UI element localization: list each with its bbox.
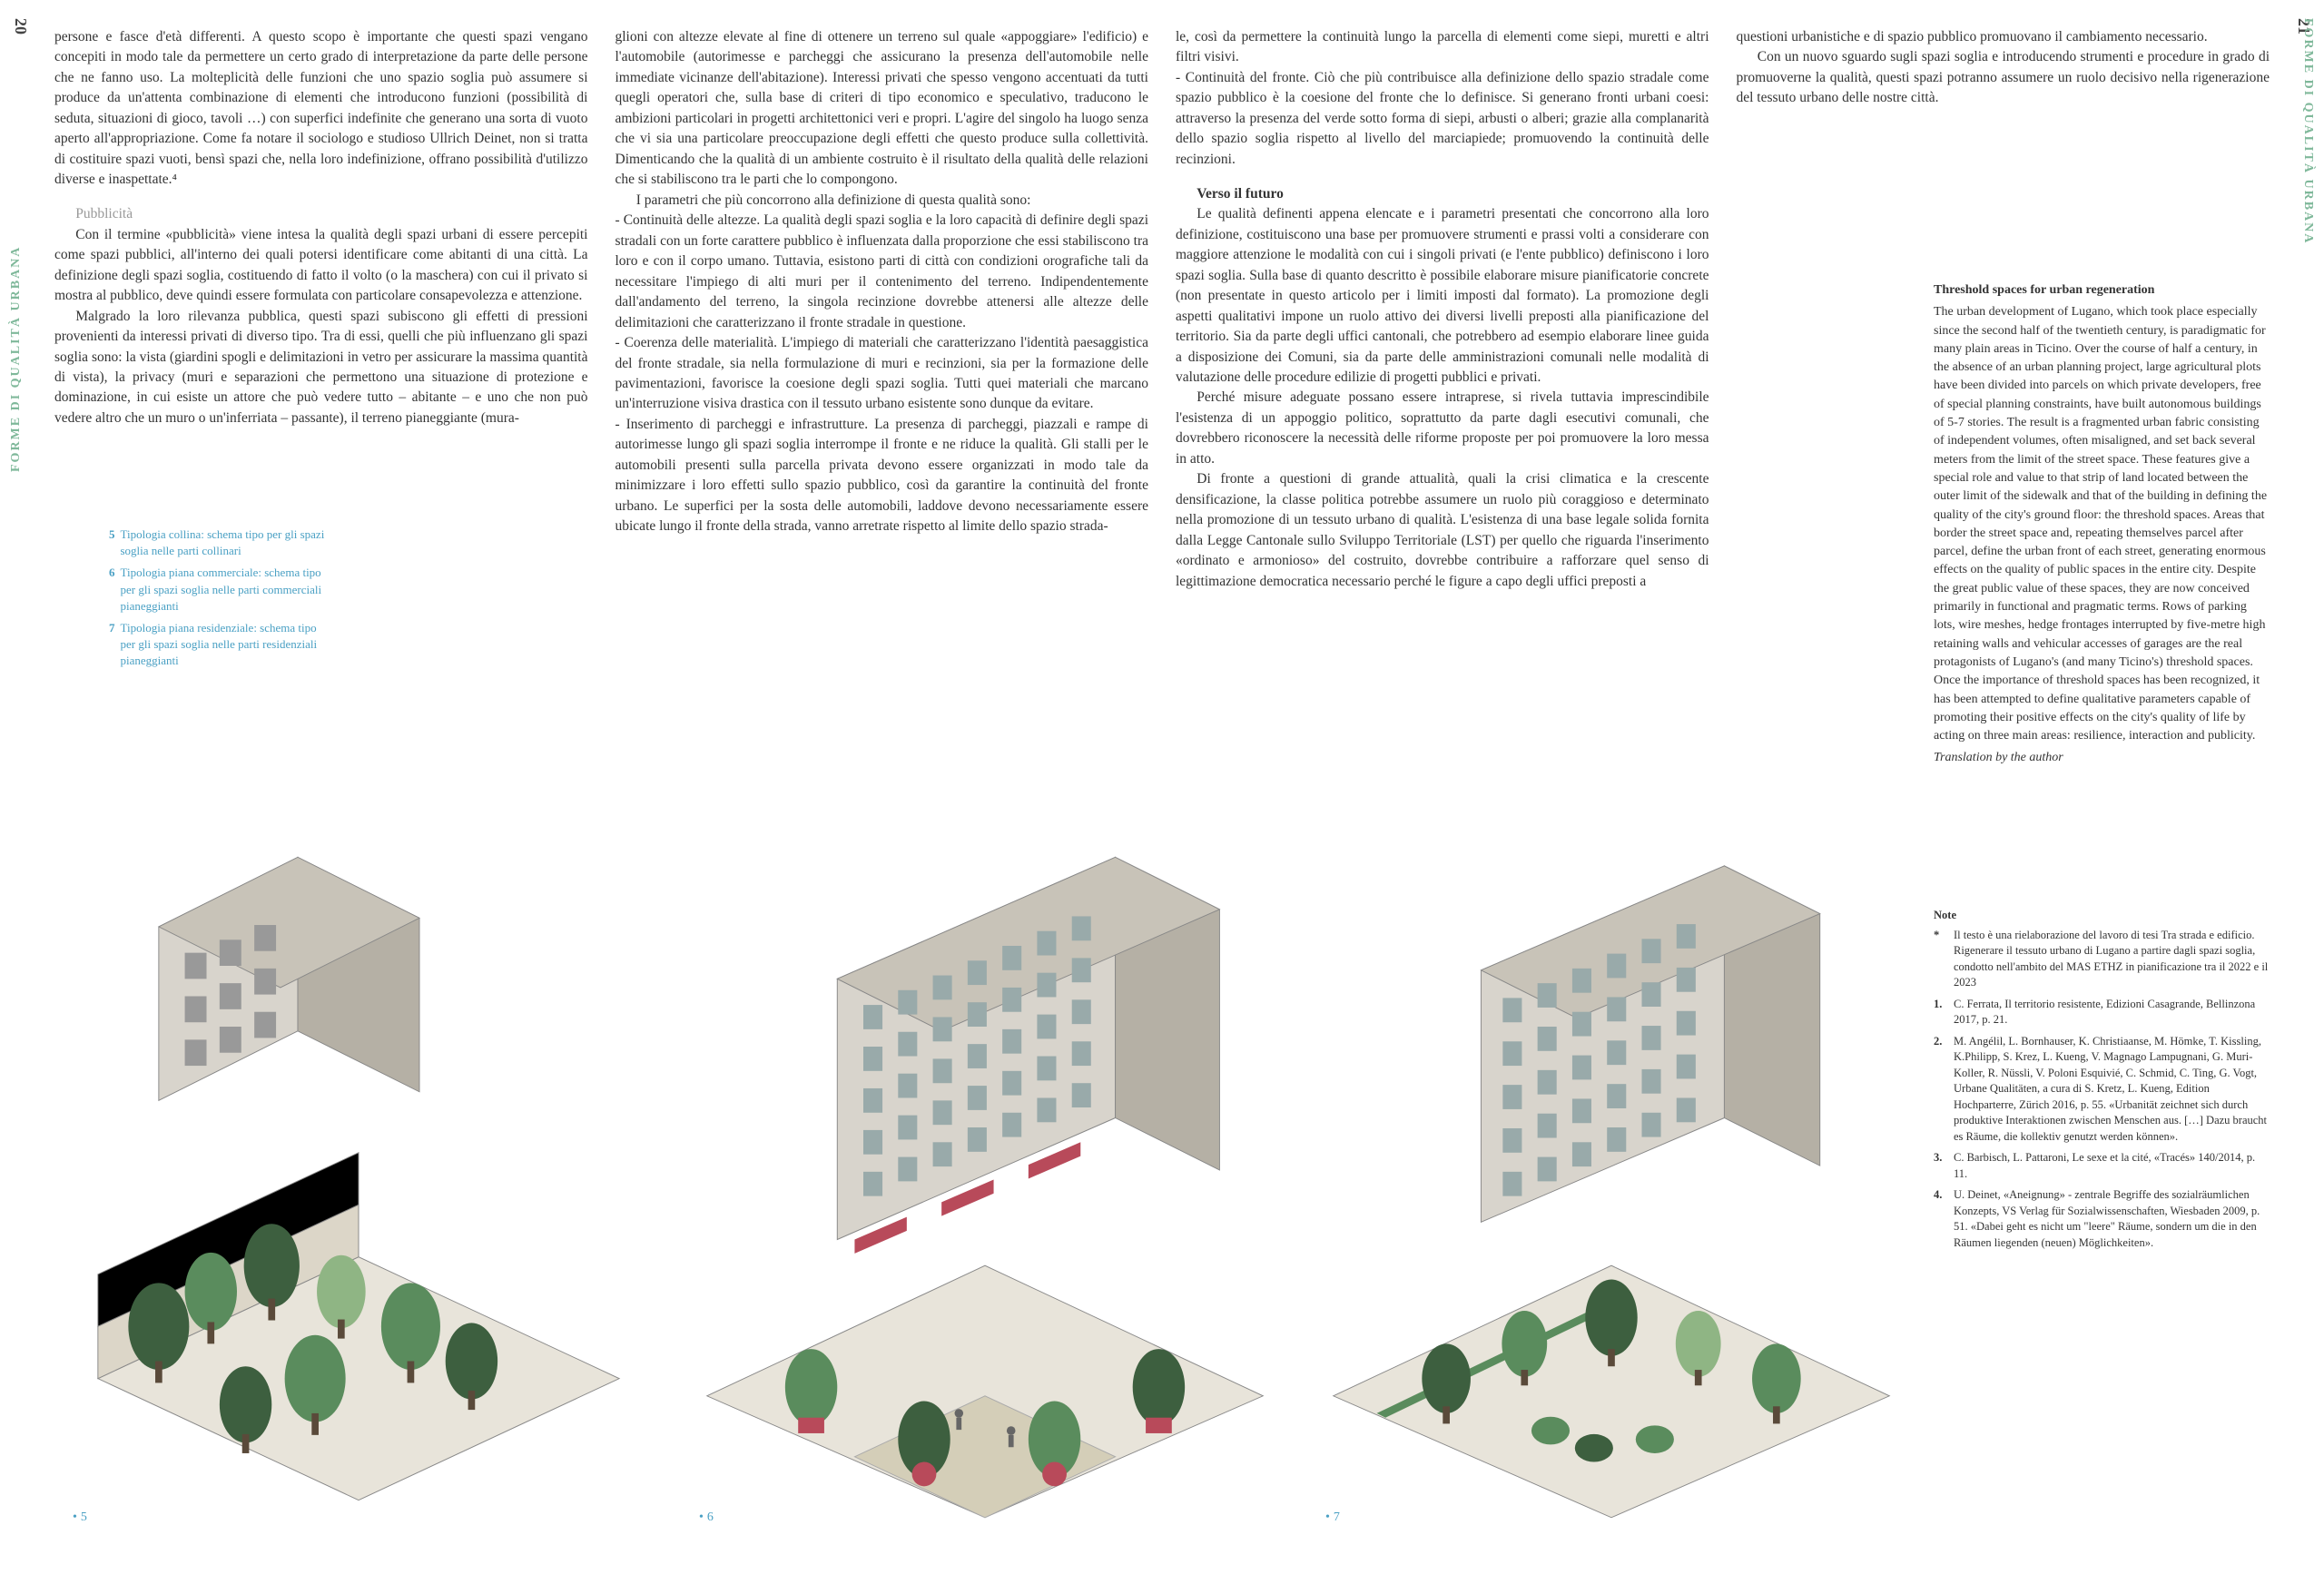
illus-7-svg — [1307, 753, 1915, 1543]
note-text: Il testo è una rielaborazione del lavoro… — [1954, 928, 2270, 991]
caption-6: 6 Tipologia piana commerciale: schema ti… — [109, 565, 327, 615]
note-1: 1. C. Ferrata, Il territorio resistente,… — [1934, 997, 2270, 1028]
note-4: 4. U. Deinet, «Aneignung» - zentrale Beg… — [1934, 1187, 2270, 1251]
note-text: M. Angélil, L. Bornhauser, K. Christiaan… — [1954, 1034, 2270, 1146]
col4-p1: questioni urbanistiche e di spazio pubbl… — [1737, 27, 2270, 47]
abstract-translation: Translation by the author — [1934, 749, 2270, 767]
note-marker: 2. — [1934, 1034, 1946, 1146]
caption-text: Tipologia piana commerciale: schema tipo… — [121, 565, 328, 615]
col1-p1: persone e fasce d'età differenti. A ques… — [54, 27, 588, 191]
note-marker: 3. — [1934, 1150, 1946, 1182]
column-3: le, così da permettere la continuità lun… — [1176, 27, 1709, 708]
col1-p3: Malgrado la loro rilevanza pubblica, que… — [54, 307, 588, 429]
illus-5-svg — [54, 753, 663, 1543]
col4-p2: Con un nuovo sguardo sugli spazi soglia … — [1737, 47, 2270, 108]
abstract-body: The urban development of Lugano, which t… — [1934, 303, 2270, 745]
note-text: C. Ferrata, Il territorio resistente, Ed… — [1954, 997, 2270, 1028]
caption-num: 7 — [109, 620, 115, 670]
illustration-6: 6 — [681, 753, 1289, 1543]
notes-head: Note — [1934, 908, 2270, 924]
col3-head1: Verso il futuro — [1176, 184, 1709, 204]
illus-number: 5 — [73, 1510, 87, 1525]
illustration-row: 5 — [54, 753, 1915, 1543]
note-marker: * — [1934, 928, 1946, 991]
col3-p2: - Continuità del fronte. Ciò che più con… — [1176, 68, 1709, 170]
english-abstract: Threshold spaces for urban regeneration … — [1934, 281, 2270, 768]
illus-number: 7 — [1325, 1510, 1340, 1525]
caption-num: 6 — [109, 565, 115, 615]
margin-label-right: FORME DI QUALITÀ URBANA — [2288, 18, 2315, 472]
col2-p3: - Continuità delle altezze. La qualità d… — [615, 211, 1149, 333]
caption-text: Tipologia piana residenziale: schema tip… — [121, 620, 328, 670]
caption-5: 5 Tipologia collina: schema tipo per gli… — [109, 526, 327, 559]
margin-label-left: FORME DI QUALITÀ URBANA — [9, 18, 36, 472]
illustration-5: 5 — [54, 753, 663, 1543]
caption-num: 5 — [109, 526, 115, 559]
notes-block: Note * Il testo è una rielaborazione del… — [1934, 908, 2270, 1256]
figure-captions: 5 Tipologia collina: schema tipo per gli… — [109, 526, 327, 675]
illus-6-svg — [681, 753, 1289, 1543]
col3-p3: Le qualità definenti appena elencate e i… — [1176, 204, 1709, 388]
note-text: C. Barbisch, L. Pattaroni, Le sexe et la… — [1954, 1150, 2270, 1182]
col2-p1: glioni con altezze elevate al fine di ot… — [615, 27, 1149, 191]
note-2: 2. M. Angélil, L. Bornhauser, K. Christi… — [1934, 1034, 2270, 1146]
col2-p2: I parametri che più concorrono alla defi… — [615, 191, 1149, 211]
illustration-7: 7 — [1307, 753, 1915, 1543]
col3-p1: le, così da permettere la continuità lun… — [1176, 27, 1709, 68]
col2-p5: - Inserimento di parcheggi e infrastrutt… — [615, 415, 1149, 537]
note-marker: 1. — [1934, 997, 1946, 1028]
caption-7: 7 Tipologia piana residenziale: schema t… — [109, 620, 327, 670]
illus-number: 6 — [699, 1510, 714, 1525]
col1-head1: Pubblicità — [54, 204, 588, 224]
col2-p4: - Coerenza delle materialità. L'impiego … — [615, 333, 1149, 415]
caption-text: Tipologia collina: schema tipo per gli s… — [121, 526, 328, 559]
note-3: 3. C. Barbisch, L. Pattaroni, Le sexe et… — [1934, 1150, 2270, 1182]
note-text: U. Deinet, «Aneignung» - zentrale Begrif… — [1954, 1187, 2270, 1251]
note-star: * Il testo è una rielaborazione del lavo… — [1934, 928, 2270, 991]
col1-p2: Con il termine «pubblicità» viene intesa… — [54, 225, 588, 307]
col3-p4: Perché misure adeguate possano essere in… — [1176, 388, 1709, 469]
column-2: glioni con altezze elevate al fine di ot… — [615, 27, 1149, 708]
col3-p5: Di fronte a questioni di grande attualit… — [1176, 469, 1709, 592]
note-marker: 4. — [1934, 1187, 1946, 1251]
abstract-title: Threshold spaces for urban regeneration — [1934, 281, 2270, 300]
